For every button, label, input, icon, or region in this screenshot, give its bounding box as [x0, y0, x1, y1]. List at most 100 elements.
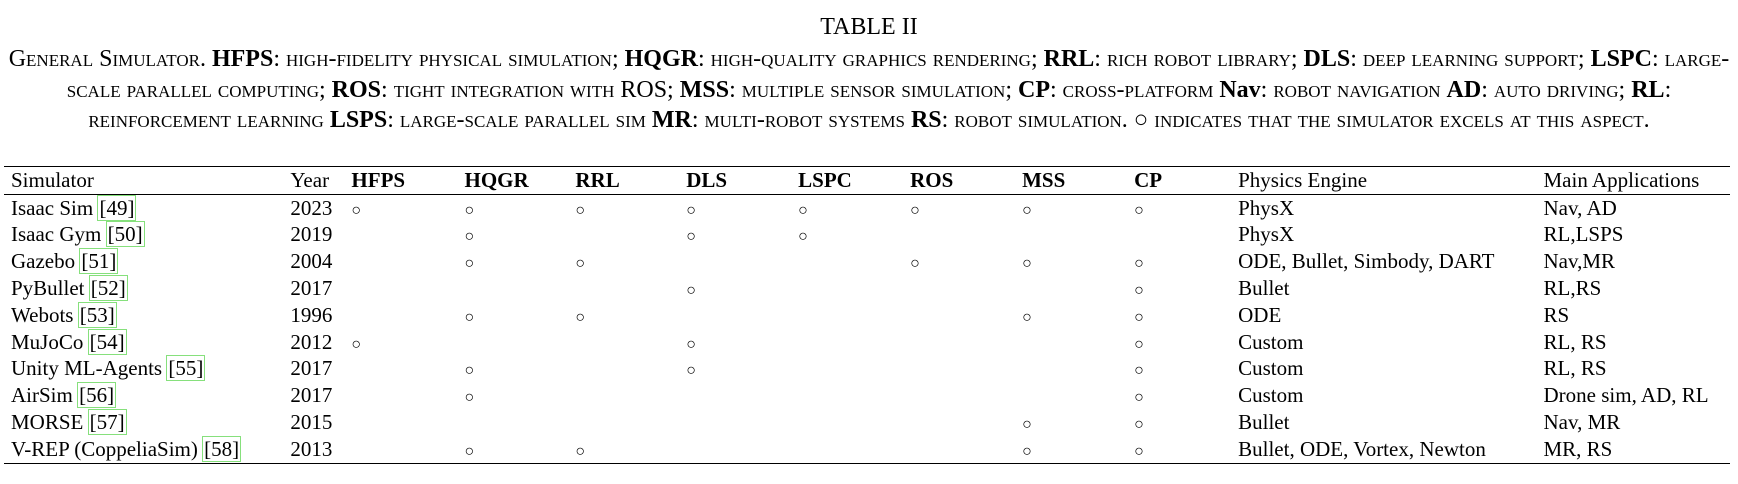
- hqgr-cell: ○: [458, 248, 569, 275]
- lspc-cell: [791, 329, 903, 356]
- excels-mark-icon: ○: [686, 362, 696, 380]
- hqgr-cell: ○: [458, 356, 569, 383]
- dls-cell: ○: [679, 222, 791, 249]
- column-header-hfps: HFPS: [351, 167, 406, 192]
- caption-abbrev: RRL: [1043, 46, 1095, 72]
- table-row: PyBullet [52] 2017 ○ ○ Bullet RL,RS: [4, 275, 1730, 302]
- caption-abbrev: ROS: [331, 76, 382, 103]
- citation-link[interactable]: [54]: [87, 328, 127, 355]
- simulator-name: V-REP (CoppeliaSim): [11, 436, 198, 461]
- hqgr-cell: ○: [458, 222, 569, 249]
- year-cell: 2017: [290, 383, 333, 408]
- excels-mark-icon: ○: [1022, 201, 1032, 219]
- rrl-cell: ○: [568, 194, 679, 221]
- citation-link[interactable]: [56]: [77, 382, 117, 409]
- rrl-cell: [568, 222, 679, 249]
- rrl-cell: [568, 356, 679, 383]
- caption-text: : high-quality graphics rendering;: [697, 46, 1044, 72]
- table-header-row: Simulator Year HFPS HQGR RRL DLS LSPC ROS MSS CP P…: [4, 166, 1730, 195]
- caption-abbrev: AD: [1446, 76, 1482, 103]
- hfps-cell: [344, 302, 457, 329]
- main-applications-cell: MR, RS: [1543, 436, 1613, 461]
- simulator-cell: Unity ML-Agents [55]: [4, 355, 283, 383]
- excels-mark-icon: ○: [1134, 416, 1144, 434]
- excels-mark-icon: ○: [798, 228, 808, 246]
- year-cell: 2017: [290, 356, 333, 381]
- table-body: Isaac Sim [49] 2023 ○ ○ ○ ○ ○ ○ ○ ○ PhysX Nav, AD Is…: [4, 194, 1730, 464]
- hfps-cell: [344, 275, 457, 302]
- lspc-cell: ○: [791, 194, 903, 221]
- excels-mark-icon: ○: [686, 335, 696, 353]
- mss-cell: [1015, 275, 1127, 302]
- citation-link[interactable]: [51]: [79, 248, 119, 275]
- main-applications-cell: RS: [1543, 302, 1570, 327]
- simulator-name: Isaac Gym: [11, 222, 102, 247]
- hqgr-cell: ○: [458, 382, 569, 409]
- caption-text: : deep learning support;: [1350, 46, 1591, 72]
- citation-link[interactable]: [57]: [87, 409, 127, 436]
- citation-link[interactable]: [58]: [202, 435, 242, 462]
- dls-cell: ○: [679, 329, 791, 356]
- citation-link[interactable]: [50]: [105, 221, 145, 248]
- dls-cell: [679, 248, 791, 275]
- citation-link[interactable]: [52]: [88, 275, 128, 302]
- caption-text: General Simulator.: [8, 46, 212, 72]
- excels-mark-icon: ○: [575, 201, 586, 219]
- physics-engine-cell: ODE: [1238, 302, 1282, 327]
- hfps-cell: [344, 222, 457, 249]
- simulator-cell: AirSim [56]: [4, 382, 283, 409]
- simulator-name: AirSim: [11, 383, 73, 408]
- mss-cell: ○: [1015, 436, 1127, 463]
- simulator-name: Unity ML-Agents: [11, 356, 163, 381]
- hfps-cell: [344, 248, 457, 275]
- column-header-rrl: RRL: [575, 167, 620, 192]
- caption-abbrev: DLS: [1303, 46, 1351, 72]
- mss-cell: [1015, 329, 1127, 356]
- cp-cell: ○: [1127, 329, 1231, 356]
- excels-mark-icon: ○: [686, 228, 696, 246]
- year-cell: 1996: [290, 302, 333, 327]
- rrl-cell: ○: [568, 436, 679, 463]
- column-header-year: Year: [290, 167, 330, 192]
- physics-engine-cell: PhysX: [1238, 195, 1295, 220]
- cp-cell: [1127, 222, 1231, 249]
- column-header-engine: Physics Engine: [1238, 167, 1368, 192]
- excels-mark-icon: ○: [1134, 362, 1144, 380]
- table-row: Isaac Sim [49] 2023 ○ ○ ○ ○ ○ ○ ○ ○ PhysX Nav, AD: [4, 194, 1730, 221]
- cp-cell: ○: [1127, 356, 1231, 383]
- rrl-cell: ○: [568, 248, 679, 275]
- column-header-cp: CP: [1134, 167, 1163, 192]
- column-header-simulator: Simulator: [11, 167, 94, 192]
- ros-cell: [903, 409, 1015, 436]
- excels-mark-icon: ○: [1134, 308, 1144, 326]
- simulator-name: MuJoCo: [11, 329, 84, 354]
- ros-cell: [903, 302, 1015, 329]
- table-title: TABLE II: [820, 14, 918, 40]
- excels-mark-icon: ○: [1134, 201, 1144, 219]
- citation-link[interactable]: [49]: [97, 194, 137, 221]
- lspc-cell: [791, 248, 903, 275]
- cp-cell: ○: [1127, 302, 1231, 329]
- main-applications-cell: Drone sim, AD, RL: [1543, 383, 1709, 408]
- cp-cell: ○: [1127, 248, 1231, 275]
- hqgr-cell: [458, 409, 569, 436]
- excels-mark-icon: ○: [910, 201, 920, 219]
- table-row: AirSim [56] 2017 ○ ○ Custom Drone sim, AD, RL: [4, 382, 1730, 409]
- mss-cell: ○: [1015, 194, 1127, 221]
- mss-cell: ○: [1015, 302, 1127, 329]
- simulator-cell: MuJoCo [54]: [4, 328, 283, 356]
- caption-abbrev: RL: [1631, 76, 1665, 103]
- excels-mark-icon: ○: [575, 442, 586, 460]
- citation-link[interactable]: [53]: [77, 301, 117, 328]
- citation-link[interactable]: [55]: [166, 355, 206, 382]
- excels-mark-icon: ○: [464, 442, 475, 460]
- caption-text: : tight integration with ROS;: [381, 76, 680, 103]
- column-header-ros: ROS: [910, 167, 954, 192]
- physics-engine-cell: ODE, Bullet, Simbody, DART: [1238, 249, 1495, 274]
- physics-engine-cell: PhysX: [1238, 222, 1295, 247]
- main-applications-cell: Nav, MR: [1543, 410, 1621, 435]
- hqgr-cell: [458, 275, 569, 302]
- physics-engine-cell: Custom: [1238, 356, 1304, 381]
- excels-mark-icon: ○: [464, 362, 475, 380]
- cp-cell: ○: [1127, 409, 1231, 436]
